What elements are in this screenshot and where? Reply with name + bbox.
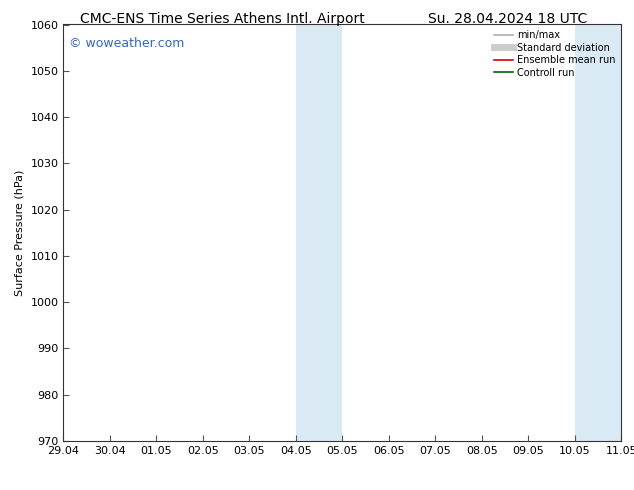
- Text: CMC-ENS Time Series Athens Intl. Airport: CMC-ENS Time Series Athens Intl. Airport: [79, 12, 365, 26]
- Bar: [296, 24, 342, 441]
- Text: © woweather.com: © woweather.com: [69, 37, 184, 50]
- Text: Su. 28.04.2024 18 UTC: Su. 28.04.2024 18 UTC: [427, 12, 587, 26]
- Bar: [575, 24, 621, 441]
- Legend: min/max, Standard deviation, Ensemble mean run, Controll run: min/max, Standard deviation, Ensemble me…: [491, 27, 618, 80]
- Y-axis label: Surface Pressure (hPa): Surface Pressure (hPa): [15, 170, 25, 296]
